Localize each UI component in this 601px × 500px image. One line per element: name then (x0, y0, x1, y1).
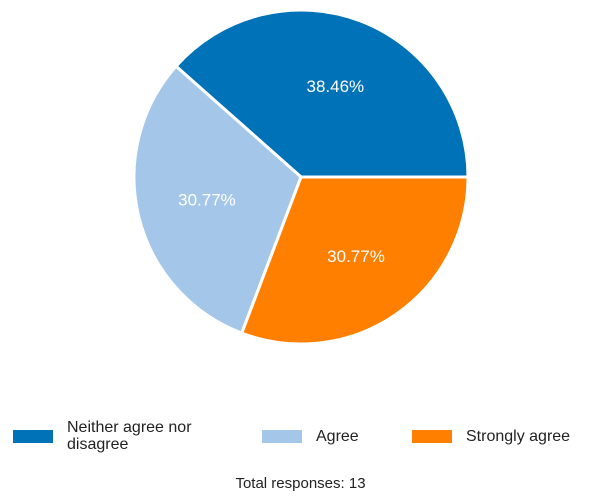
legend-swatch-agree (262, 429, 302, 443)
pie-slices (132, 8, 470, 346)
pie-slice-agree (132, 64, 303, 335)
pie-slice-strongly-agree (240, 175, 470, 346)
legend: Neither agree nor disagree Agree Strongl… (0, 414, 601, 458)
pie-slice-neither (174, 8, 470, 179)
pie-slice-label-agree: 30.77% (178, 191, 236, 210)
pie-slice-label-neither: 38.46% (307, 77, 365, 96)
legend-label-strongly-agree: Strongly agree (466, 427, 571, 445)
legend-label-agree: Agree (316, 427, 359, 445)
legend-swatch-strongly-agree (412, 429, 452, 443)
legend-item-agree: Agree (262, 414, 359, 458)
legend-item-strongly-agree: Strongly agree (412, 414, 570, 458)
legend-item-neither: Neither agree nor disagree (13, 414, 237, 458)
total-responses: Total responses: 13 (235, 475, 366, 492)
legend-swatch-neither (13, 429, 53, 443)
pie-slice-label-strongly-agree: 30.77% (327, 247, 385, 266)
pie-chart: 38.46% 30.77% 30.77% (132, 8, 470, 346)
legend-label-neither: Neither agree nor disagree (67, 419, 192, 453)
pie-slice-labels: 38.46% 30.77% 30.77% (178, 77, 385, 266)
